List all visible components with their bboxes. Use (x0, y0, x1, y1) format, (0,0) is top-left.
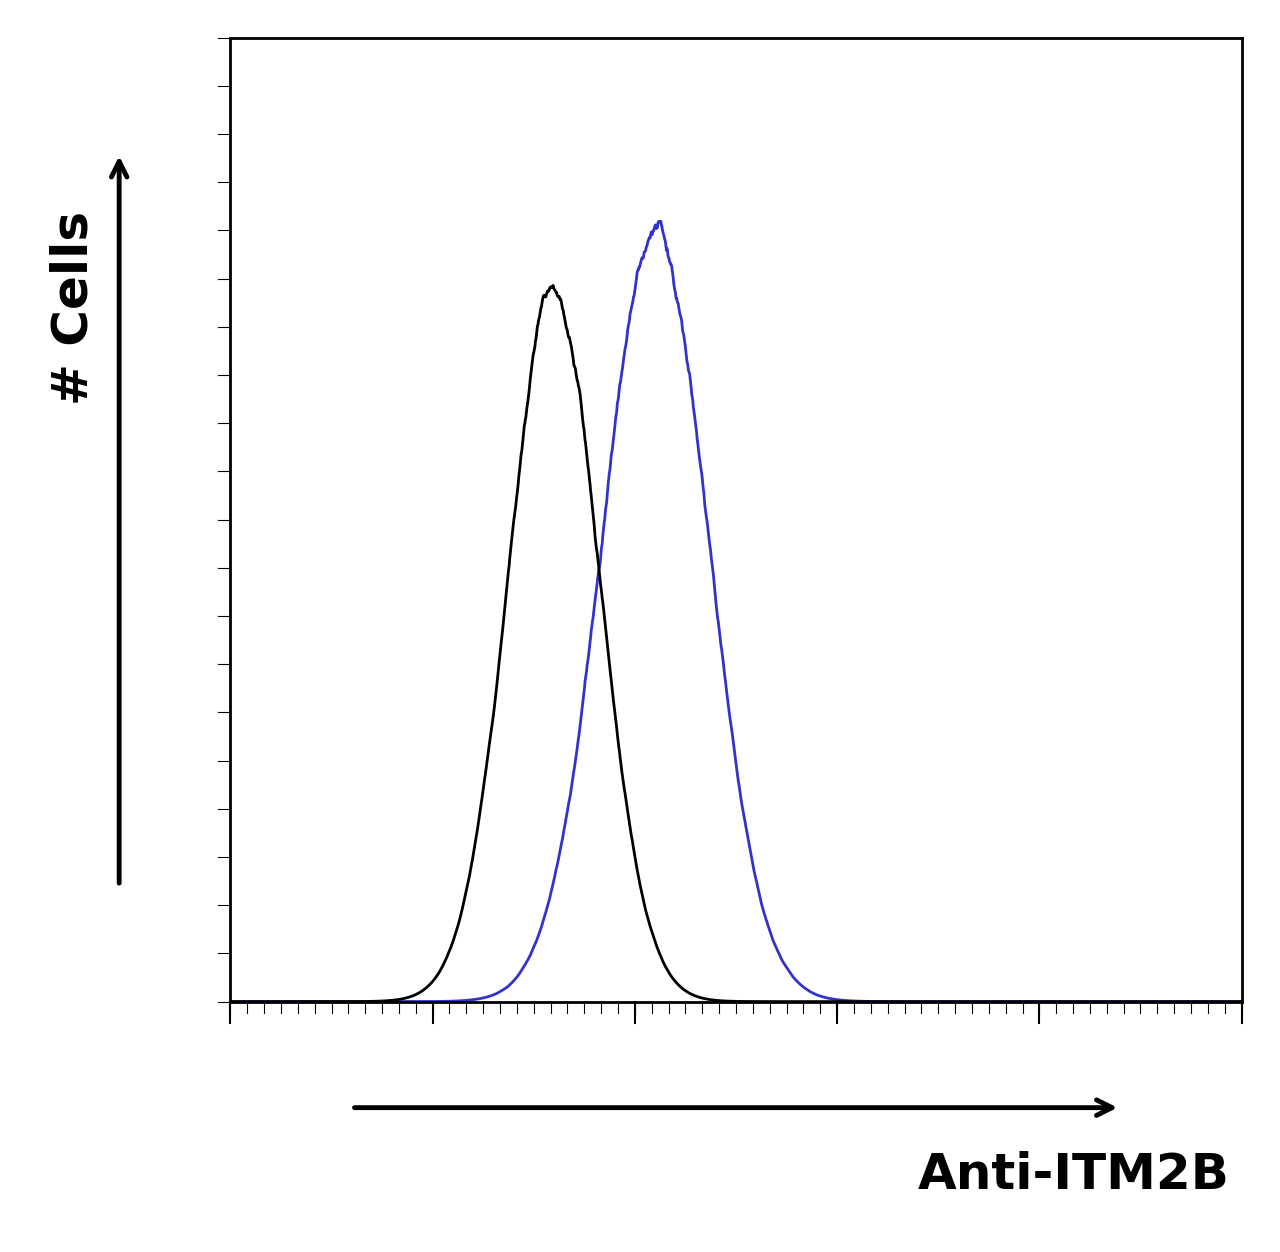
Text: # Cells: # Cells (50, 210, 97, 404)
Text: Anti-ITM2B: Anti-ITM2B (918, 1151, 1230, 1199)
